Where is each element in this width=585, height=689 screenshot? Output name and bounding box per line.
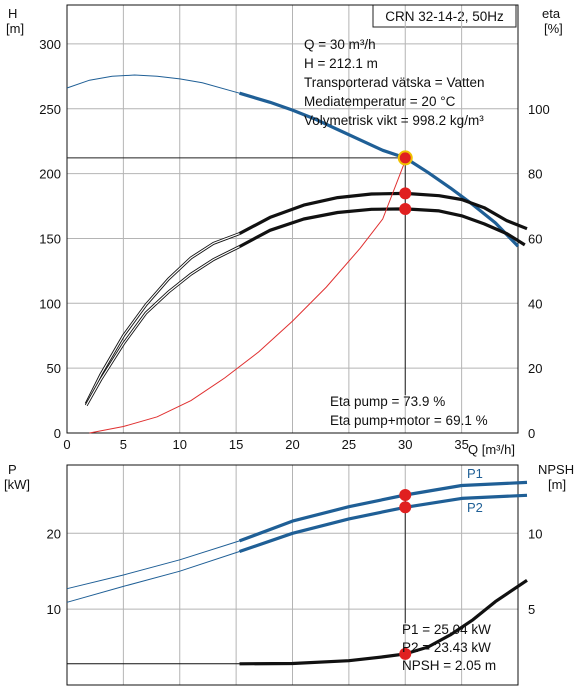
- y-left-tick-label: 250: [39, 102, 61, 117]
- y-left-tick-label: 200: [39, 167, 61, 182]
- eta-pump-curve-thin-inner: [85, 233, 240, 405]
- p1-curve-thin: [66, 540, 240, 590]
- duty-point-marker: [397, 150, 413, 166]
- x-tick-label: 30: [398, 437, 412, 452]
- y-left-tick-label: 150: [39, 231, 61, 246]
- operating-point-marker: [399, 202, 412, 215]
- y-right-tick-label: 0: [528, 426, 535, 441]
- operating-point-marker: [399, 187, 412, 200]
- y-left-tick-label: 100: [39, 296, 61, 311]
- y-right-tick-label: 40: [528, 296, 542, 311]
- eta-pump-motor-label: Eta pump+motor = 69.1 %: [330, 413, 488, 428]
- p2-curve-thick: [238, 493, 528, 554]
- operating-point-marker: [399, 489, 412, 502]
- h-axis-unit: [m]: [6, 21, 24, 36]
- y-left-tick-label: 10: [47, 602, 61, 617]
- p-axis-unit: [kW]: [4, 477, 30, 492]
- npsh-axis-unit: [m]: [548, 477, 566, 492]
- y-right-tick-label: 100: [528, 102, 550, 117]
- npsh-axis-title: NPSH: [538, 462, 574, 477]
- y-left-tick-label: 300: [39, 37, 61, 52]
- y-right-tick-label: 20: [528, 361, 542, 376]
- x-tick-label: 5: [120, 437, 127, 452]
- y-left-tick-label: 20: [47, 526, 61, 541]
- h-axis-title: H: [8, 6, 17, 21]
- p2-curve-thin: [66, 551, 240, 603]
- eta-pump-motor-curve-thin-inner: [85, 246, 240, 406]
- info-line-temp: Mediatemperatur = 20 °C: [304, 94, 456, 109]
- x-tick-label: 35: [454, 437, 468, 452]
- y-left-tick-label: 0: [54, 426, 61, 441]
- p1-readout: P1 = 25.04 kW: [402, 622, 491, 637]
- npsh-curve-thick: [239, 578, 528, 666]
- power-npsh-panel: 10 20 5 10: [47, 464, 542, 686]
- info-line-density: Volymetrisk vikt = 998.2 kg/m³: [304, 113, 484, 128]
- plot-frame: [66, 464, 519, 686]
- plot-frame: [66, 4, 519, 434]
- x-tick-label: 10: [173, 437, 187, 452]
- eta-pump-motor-curve-thin-outline: [84, 245, 241, 407]
- chart-title: CRN 32-14-2, 50Hz: [385, 9, 504, 24]
- y-right-tick-label: 5: [528, 602, 535, 617]
- y-left-tick-label: 50: [47, 361, 61, 376]
- eta-red-curve-thin: [89, 160, 406, 434]
- y-right-tick-label: 10: [528, 526, 542, 541]
- info-line-q: Q = 30 m³/h: [304, 37, 376, 52]
- y-right-tick-label: 80: [528, 167, 542, 182]
- x-tick-label: 20: [285, 437, 299, 452]
- npsh-readout: NPSH = 2.05 m: [402, 658, 496, 673]
- h-curve-thin: [66, 74, 240, 94]
- x-tick-label: 15: [229, 437, 243, 452]
- p1-series-label: P1: [467, 466, 483, 481]
- eta-axis-title: eta: [542, 6, 561, 21]
- eta-pump-label: Eta pump = 73.9 %: [330, 394, 445, 409]
- x-tick-label: 25: [342, 437, 356, 452]
- y-right-tick-label: 60: [528, 231, 542, 246]
- p1-curve-thick: [238, 480, 528, 543]
- operating-point-marker: [399, 647, 412, 660]
- info-line-fluid: Transporterad vätska = Vatten: [304, 75, 484, 90]
- head-efficiency-panel: 0 5 10 15 20 25 30 35 0 50 100 150 200 250 300 0 20 40 60 8…: [39, 4, 550, 452]
- eta-axis-unit: [%]: [544, 21, 563, 36]
- info-line-h: H = 212.1 m: [304, 56, 378, 71]
- p2-readout: P2 = 23.43 kW: [402, 640, 491, 655]
- p-axis-title: P: [8, 462, 17, 477]
- p2-series-label: P2: [467, 500, 483, 515]
- q-axis-title: Q [m³/h]: [468, 442, 515, 457]
- x-tick-label: 0: [63, 437, 70, 452]
- operating-point-marker: [399, 501, 412, 514]
